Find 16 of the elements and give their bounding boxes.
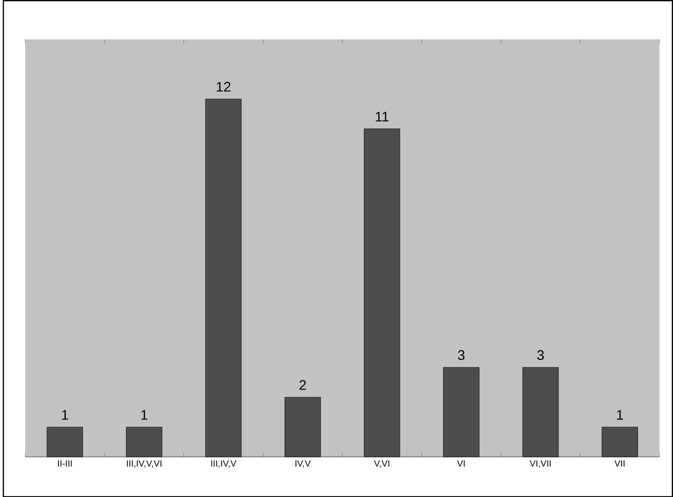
x-tick-label: II-III [58, 460, 72, 466]
x-tick-label: VI [457, 460, 465, 466]
data-label: 2 [300, 380, 306, 390]
data-label: 1 [141, 410, 148, 420]
x-tick-label: VII [614, 460, 624, 466]
x-tick-label: III,IV,V,VI [126, 460, 162, 468]
data-label: 3 [537, 350, 544, 360]
data-label: 1 [62, 410, 68, 420]
x-tick-label: IV,V [296, 460, 311, 468]
data-label: 12 [216, 82, 230, 92]
x-tick-label: III,IV,V [211, 460, 236, 468]
data-label: 11 [376, 112, 389, 122]
x-tick-label: V,VI [374, 460, 390, 468]
x-tick-label: VI,VII [530, 460, 551, 468]
data-label: 3 [458, 350, 465, 360]
data-label: 1 [617, 410, 624, 420]
